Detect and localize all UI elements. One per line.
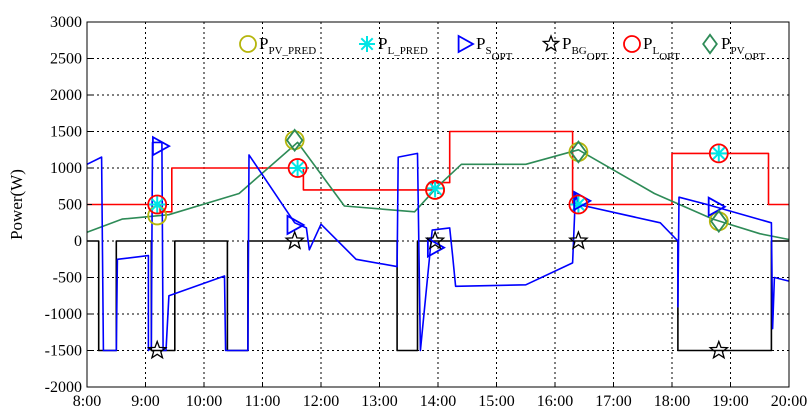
marker-pl-opt [147, 194, 168, 215]
x-tick-label: 9:00 [131, 393, 159, 410]
legend-marker [623, 35, 641, 53]
x-tick-label: 19:00 [712, 393, 748, 410]
x-tick-label: 20:00 [771, 393, 807, 410]
marker-ppv-opt [710, 209, 728, 234]
x-tick-label: 17:00 [595, 393, 631, 410]
marker-pl-opt [287, 158, 308, 178]
marker-pl-pred [426, 179, 445, 198]
legend: PPV_PRED PL_PRED PSOPT PBGOPT PLOPT PPVOPT [239, 33, 766, 63]
marker-pbg-opt [424, 230, 446, 250]
y-tick-label: 2000 [50, 87, 82, 104]
series-markers [146, 128, 730, 360]
marker-pbg-opt [568, 230, 589, 250]
marker-ps-opt [426, 237, 446, 259]
legend-marker [457, 34, 475, 54]
x-tick-label: 8:00 [73, 393, 101, 410]
marker-pl-pred [288, 159, 307, 177]
x-tick-label: 10:00 [186, 393, 222, 410]
marker-ppv-opt [569, 140, 588, 164]
marker-ps-opt [286, 214, 306, 236]
x-tick-label: 15:00 [478, 393, 514, 410]
marker-pl-pred [569, 195, 588, 214]
legend-label: PLOPT [643, 34, 680, 63]
x-tick-label: 18:00 [654, 393, 690, 410]
x-tick-label: 13:00 [361, 393, 397, 410]
y-tick-label: 2500 [50, 51, 82, 68]
marker-ppv-opt [285, 128, 304, 153]
y-tick-label: 1500 [50, 124, 82, 141]
x-tick-label: 12:00 [303, 393, 339, 410]
marker-pbg-opt [146, 339, 168, 360]
legend-label: PSOPT [476, 34, 513, 63]
legend-label: PPVOPT [721, 34, 766, 63]
x-tick-labels: 8:00 9:00 10:00 11:00 12:00 13:00 14:00 15:00 16… [73, 382, 807, 410]
y-tick-label: 0 [74, 233, 82, 250]
marker-ps-opt [707, 196, 727, 218]
legend-marker [359, 36, 375, 52]
y-tick-label: 1000 [50, 160, 82, 177]
x-tick-label: 14:00 [420, 393, 456, 410]
y-tick-label: -500 [53, 270, 82, 287]
x-tick-label: 11:00 [245, 393, 281, 410]
legend-marker [239, 35, 257, 53]
marker-ppv-pred [284, 130, 305, 151]
series-lines [86, 130, 790, 352]
y-tick-label: -2000 [45, 379, 82, 396]
legend-label: PBGOPT [562, 34, 608, 63]
y-tick-label: -1500 [45, 343, 82, 360]
marker-pl-opt [708, 143, 729, 164]
grid [87, 22, 789, 387]
legend-marker [702, 33, 718, 55]
marker-pl-opt [568, 194, 589, 215]
x-tick-label: 16:00 [537, 393, 573, 410]
legend-marker [541, 34, 561, 52]
marker-pbg-opt [708, 339, 730, 360]
legend-label: PPV_PRED [259, 34, 316, 57]
marker-pbg-opt [284, 230, 305, 250]
y-tick-labels: -2000 -1500 -1000 -500 0 500 1000 1500 2000 2500 3… [45, 14, 92, 396]
marker-pl-pred [148, 195, 167, 214]
marker-ps-opt [152, 135, 171, 157]
legend-label: PL_PRED [378, 34, 428, 57]
y-tick-label: 500 [58, 197, 82, 214]
y-tick-label: 3000 [50, 14, 82, 31]
marker-pl-pred [709, 144, 728, 163]
marker-pl-opt [425, 179, 445, 200]
y-axis-label: Power(W) [7, 169, 26, 240]
y-tick-label: -1000 [45, 306, 82, 323]
series-line-ps [86, 141, 790, 352]
